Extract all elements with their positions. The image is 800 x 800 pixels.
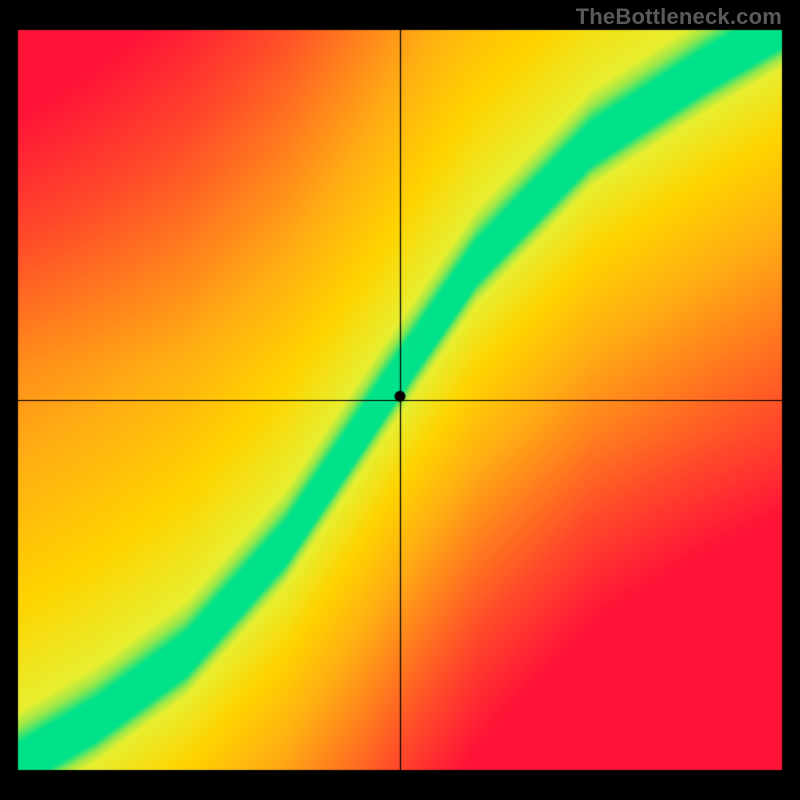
bottleneck-heatmap-canvas (0, 0, 800, 800)
chart-container: TheBottleneck.com (0, 0, 800, 800)
watermark-label: TheBottleneck.com (576, 4, 782, 30)
